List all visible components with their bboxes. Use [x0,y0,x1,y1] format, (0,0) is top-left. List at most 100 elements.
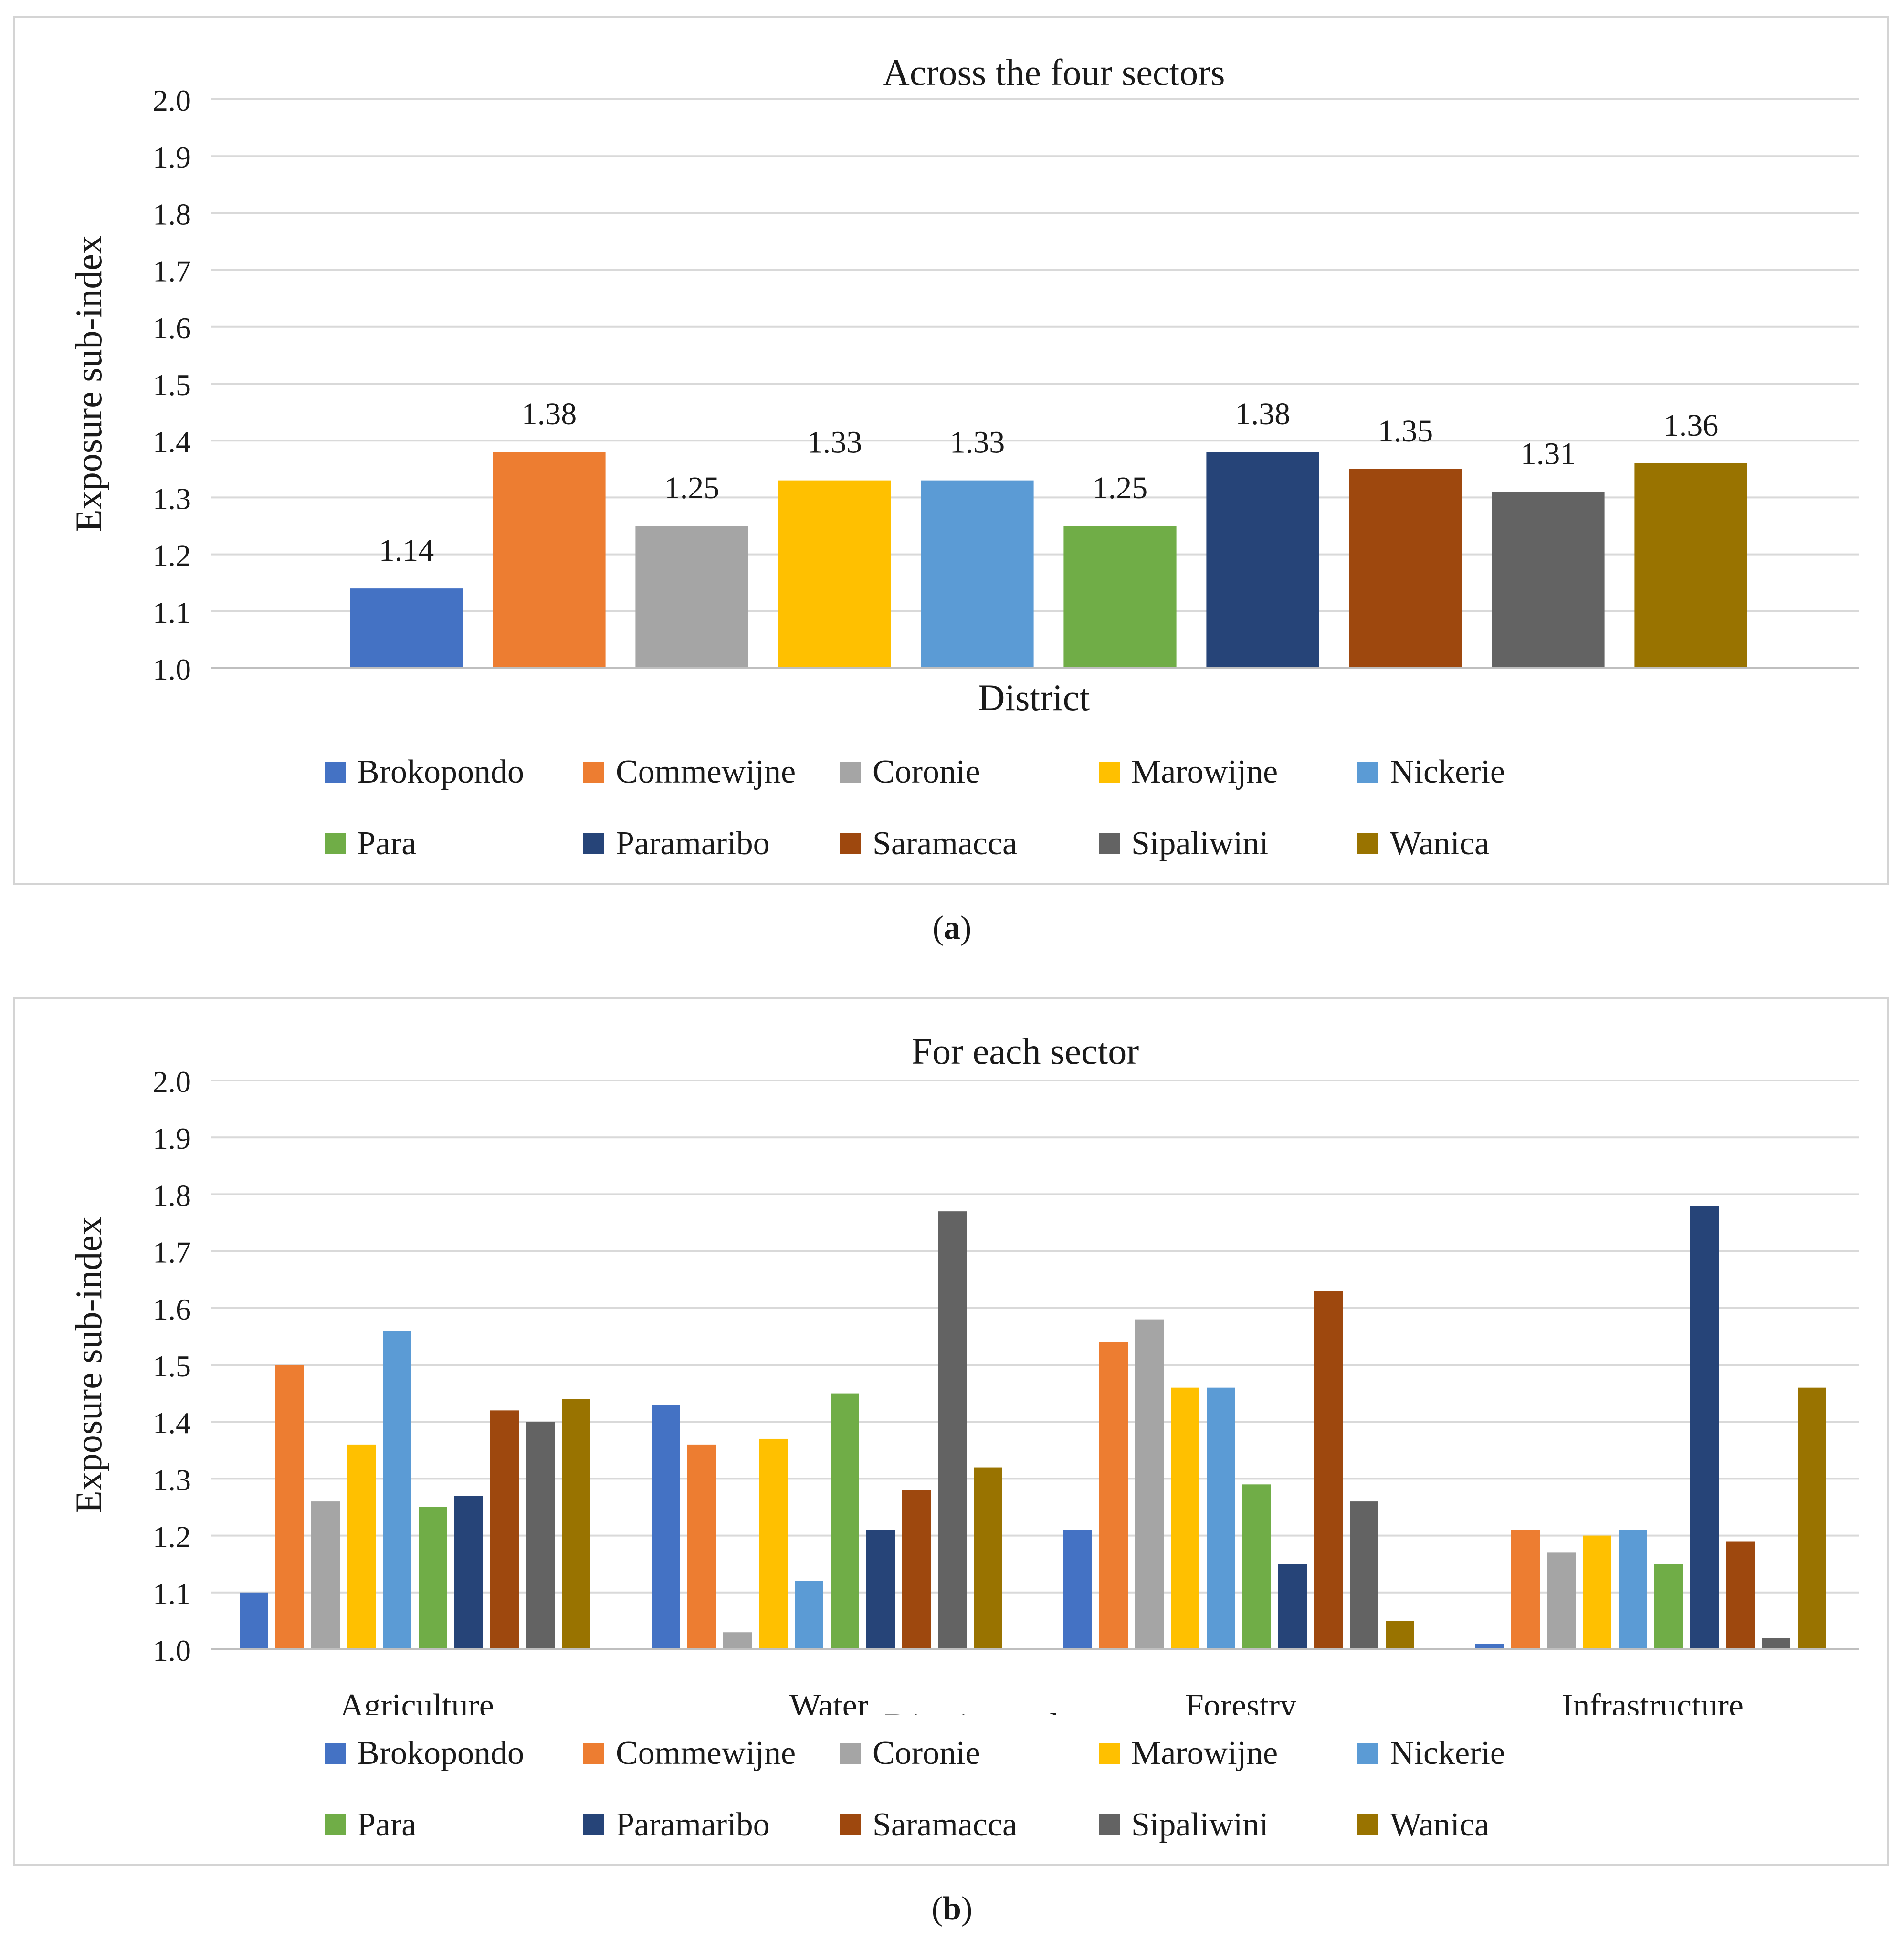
legend-item-coronie: Coronie [840,1734,980,1772]
panel-label-a-text: a [944,910,960,946]
bar-marowijne [778,480,891,668]
legend-label: Coronie [873,754,980,790]
bar-forestry-para [1242,1484,1271,1649]
y-tick-label: 1.9 [153,1122,191,1155]
y-tick-label: 1.2 [153,1520,191,1554]
bar-forestry-commewijne [1099,1342,1128,1649]
bar-forestry-wanica [1386,1621,1414,1649]
y-axis-label: Exposure sub-index [68,235,109,532]
bar-agriculture-wanica [562,1399,590,1649]
bar-agriculture-coronie [311,1501,340,1649]
bar-sipaliwini [1492,492,1605,668]
legend-label: Nickerie [1390,1735,1505,1772]
legend-swatch [583,1814,604,1835]
panel-label-a: (a) [932,910,972,946]
y-tick-label: 2.0 [153,84,191,117]
bar-infrastructure-nickerie [1619,1530,1647,1649]
legend-label: Coronie [873,1735,980,1772]
data-label: 1.35 [1378,414,1433,449]
data-label: 1.33 [807,425,863,460]
y-tick-label: 1.5 [153,368,191,402]
legend-item-coronie: Coronie [840,753,980,791]
legend-swatch [325,833,346,854]
bar-forestry-paramaribo [1278,1564,1307,1649]
bar-water-para [831,1393,859,1649]
legend-label: Brokopondo [357,1735,524,1772]
chart-panel-b: 1.0 1.1 1.2 1.3 1.4 1.5 1.6 1.7 1.8 1.9 2.0 For eac… [13,997,1889,1866]
legend-swatch [1099,833,1120,854]
legend-swatch [583,833,604,854]
chart-title: For each sector [912,1030,1139,1072]
legend-label: Paramaribo [616,1806,770,1843]
x-axis-label: District and sector [884,1706,1157,1715]
bar-agriculture-para [419,1507,447,1649]
bar-forestry-sipaliwini [1350,1501,1378,1649]
bar-agriculture-paramaribo [454,1496,483,1649]
y-tick-label: 1.2 [153,539,191,573]
chart-panel-a: 1.0 1.1 1.2 1.3 1.4 1.5 1.6 1.7 1.8 1.9 2.0 Across … [13,16,1889,885]
legend-swatch [1357,1814,1378,1835]
legend-swatch [1357,1743,1378,1764]
data-label: 1.31 [1521,436,1576,471]
y-tick-label: 1.1 [153,596,191,629]
legend-item-commewijne: Commewijne [583,1734,796,1772]
legend-swatch [583,762,604,783]
y-tick-label: 1.5 [153,1349,191,1383]
bar-agriculture-sipaliwini [526,1422,555,1649]
legend-item-brokopondo: Brokopondo [325,753,524,791]
bar-infrastructure-coronie [1547,1552,1576,1649]
bar-nickerie [921,480,1034,668]
y-tick-label: 1.3 [153,1463,191,1497]
legend-swatch [325,1814,346,1835]
legend-label: Nickerie [1390,754,1505,790]
y-tick-label: 1.6 [153,311,191,345]
legend-label: Saramacca [873,825,1018,862]
legend-item-commewijne: Commewijne [583,753,796,791]
legend-item-paramaribo: Paramaribo [583,825,770,863]
legend-item-saramacca: Saramacca [840,1806,1017,1844]
bar-agriculture-marowijne [347,1444,376,1649]
y-tick-label: 1.6 [153,1292,191,1326]
y-axis-label: Exposure sub-index [68,1216,109,1513]
bar-agriculture-commewijne [275,1365,304,1649]
data-label: 1.14 [379,533,434,568]
data-label: 1.38 [1235,397,1291,431]
bar-water-coronie [723,1632,752,1649]
bar-infrastructure-para [1654,1564,1683,1649]
legend-swatch [840,1814,861,1835]
bar-infrastructure-saramacca [1726,1541,1755,1649]
x-tick-label: Agriculture [340,1688,494,1715]
bar-forestry-saramacca [1314,1291,1343,1649]
bar-para [1063,526,1177,668]
y-tick-label: 1.4 [153,425,191,459]
bar-brokopondo [350,588,463,668]
legend-item-sipaliwini: Sipaliwini [1099,825,1269,863]
legend-item-nickerie: Nickerie [1357,1734,1505,1772]
legend-label: Commewijne [616,1735,796,1772]
data-label: 1.25 [1093,471,1148,505]
bar-forestry-brokopondo [1063,1530,1092,1649]
legend-item-para: Para [325,1806,416,1844]
bar-water-nickerie [795,1581,823,1649]
y-tick-label: 1.9 [153,140,191,174]
legend-label: Para [357,1806,417,1843]
y-tick-label: 1.7 [153,254,191,288]
legend-swatch [1357,833,1378,854]
legend-swatch [1357,762,1378,783]
bar-forestry-nickerie [1207,1387,1235,1649]
legend-swatch [325,762,346,783]
legend-swatch [1099,762,1120,783]
legend-label: Para [357,825,417,862]
bar-water-commewijne [687,1444,716,1649]
legend-item-para: Para [325,825,416,863]
y-tick-label: 1.8 [153,197,191,231]
bar-water-saramacca [902,1490,931,1649]
legend-item-sipaliwini: Sipaliwini [1099,1806,1269,1844]
bar-forestry-marowijne [1171,1387,1199,1649]
legend-swatch [325,1743,346,1764]
bar-agriculture-saramacca [490,1410,519,1649]
data-label: 1.36 [1663,408,1719,443]
legend-item-marowijne: Marowijne [1099,1734,1278,1772]
bar-water-brokopondo [652,1405,680,1649]
legend-swatch [840,833,861,854]
